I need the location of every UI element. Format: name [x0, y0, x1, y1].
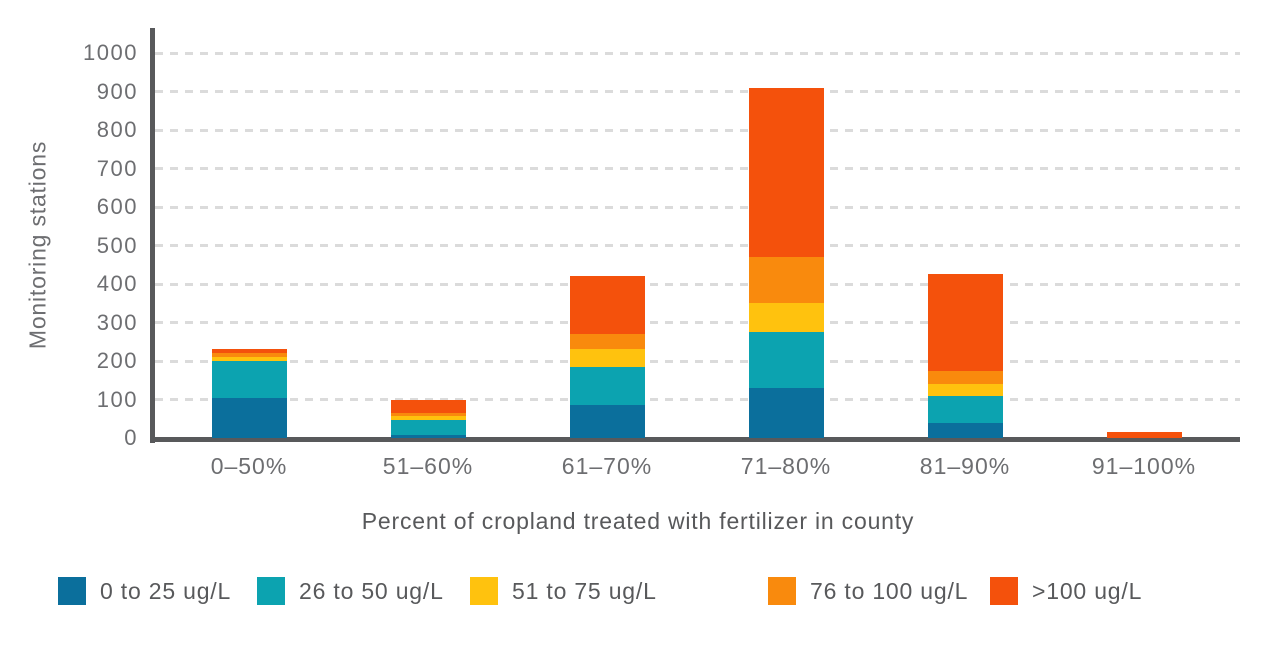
bar-segment->100 ug/L — [748, 87, 824, 258]
y-tick-label: 0 — [124, 425, 138, 450]
y-tick-label: 1000 — [83, 40, 138, 65]
legend-swatch — [470, 577, 498, 605]
bar-segment-26 to 50 ug/L — [390, 419, 466, 435]
bar-segment-51 to 75 ug/L — [390, 416, 466, 420]
bar-segment->100 ug/L — [1106, 432, 1182, 438]
gridline-200 — [155, 359, 1240, 363]
bar-segment-0 to 25 ug/L — [390, 434, 466, 438]
bar-segment->100 ug/L — [211, 349, 287, 354]
bar-segment-51 to 75 ug/L — [569, 349, 645, 367]
bar-segment-26 to 50 ug/L — [927, 395, 1003, 423]
x-tick-label: 81–90% — [919, 453, 1011, 479]
legend-label: >100 ug/L — [1032, 577, 1143, 604]
y-tick-label: 300 — [96, 309, 138, 335]
legend-item: 26 to 50 ug/L — [257, 577, 444, 605]
bar-segment-26 to 50 ug/L — [569, 366, 645, 406]
bar-81–90% — [927, 274, 1003, 438]
bar-91–100% — [1106, 432, 1182, 438]
gridline-900 — [155, 90, 1240, 93]
gridline-500 — [155, 244, 1240, 247]
x-tick-label: 0–50% — [210, 453, 288, 479]
bar-segment-76 to 100 ug/L — [390, 413, 466, 417]
legend-label: 26 to 50 ug/L — [299, 577, 444, 604]
bar-segment-0 to 25 ug/L — [927, 422, 1003, 438]
bar-segment-51 to 75 ug/L — [927, 384, 1003, 396]
y-tick-label: 500 — [96, 232, 138, 258]
bar-51–60% — [390, 399, 466, 438]
legend-swatch — [58, 577, 86, 605]
bar-segment-0 to 25 ug/L — [569, 405, 645, 438]
x-tick-label: 91–100% — [1091, 453, 1197, 479]
x-tick-label: 71–80% — [740, 453, 832, 479]
legend-label: 76 to 100 ug/L — [810, 577, 969, 604]
y-tick-label: 400 — [96, 271, 138, 296]
legend-item: 76 to 100 ug/L — [768, 577, 968, 605]
legend-swatch — [257, 577, 285, 605]
bar-segment->100 ug/L — [390, 399, 466, 414]
bar-0–50% — [211, 349, 287, 438]
y-tick-label: 100 — [96, 386, 138, 412]
bar-71–80% — [748, 87, 824, 438]
x-axis-line — [150, 437, 1240, 442]
y-tick-label: 700 — [96, 155, 138, 181]
bar-segment->100 ug/L — [927, 274, 1003, 371]
bar-segment-26 to 50 ug/L — [211, 361, 287, 398]
gridline-100 — [155, 398, 1240, 401]
legend-swatch — [990, 577, 1018, 605]
bar-61–70% — [569, 276, 645, 438]
gridline-800 — [155, 128, 1240, 132]
bar-segment-76 to 100 ug/L — [927, 370, 1003, 385]
bar-segment-76 to 100 ug/L — [211, 353, 287, 358]
x-tick-label: 51–60% — [382, 453, 474, 479]
legend-label: 51 to 75 ug/L — [512, 577, 657, 604]
legend-swatch — [768, 577, 796, 605]
gridline-700 — [155, 167, 1240, 170]
x-tick-label: 61–70% — [561, 453, 653, 479]
legend-item: 51 to 75 ug/L — [470, 577, 657, 605]
gridline-600 — [155, 205, 1240, 209]
bar-segment->100 ug/L — [569, 276, 645, 335]
x-axis-title: Percent of cropland treated with fertili… — [361, 508, 915, 534]
y-axis-line — [150, 28, 155, 443]
gridline-300 — [155, 321, 1240, 324]
bar-segment-0 to 25 ug/L — [748, 387, 824, 438]
y-tick-label: 200 — [96, 348, 138, 373]
bar-segment-76 to 100 ug/L — [569, 334, 645, 350]
y-tick-label: 600 — [96, 194, 138, 219]
gridline-400 — [155, 282, 1240, 286]
legend-label: 0 to 25 ug/L — [100, 577, 232, 604]
bar-segment-51 to 75 ug/L — [748, 303, 824, 333]
bar-segment-51 to 75 ug/L — [211, 357, 287, 362]
bar-segment-0 to 25 ug/L — [211, 397, 287, 438]
bar-segment-76 to 100 ug/L — [748, 257, 824, 304]
gridline-1000 — [155, 51, 1240, 55]
y-tick-label: 900 — [96, 78, 138, 104]
legend-item: >100 ug/L — [990, 577, 1142, 605]
bar-segment-26 to 50 ug/L — [748, 332, 824, 388]
y-tick-label: 800 — [96, 117, 138, 142]
legend-item: 0 to 25 ug/L — [58, 577, 231, 605]
